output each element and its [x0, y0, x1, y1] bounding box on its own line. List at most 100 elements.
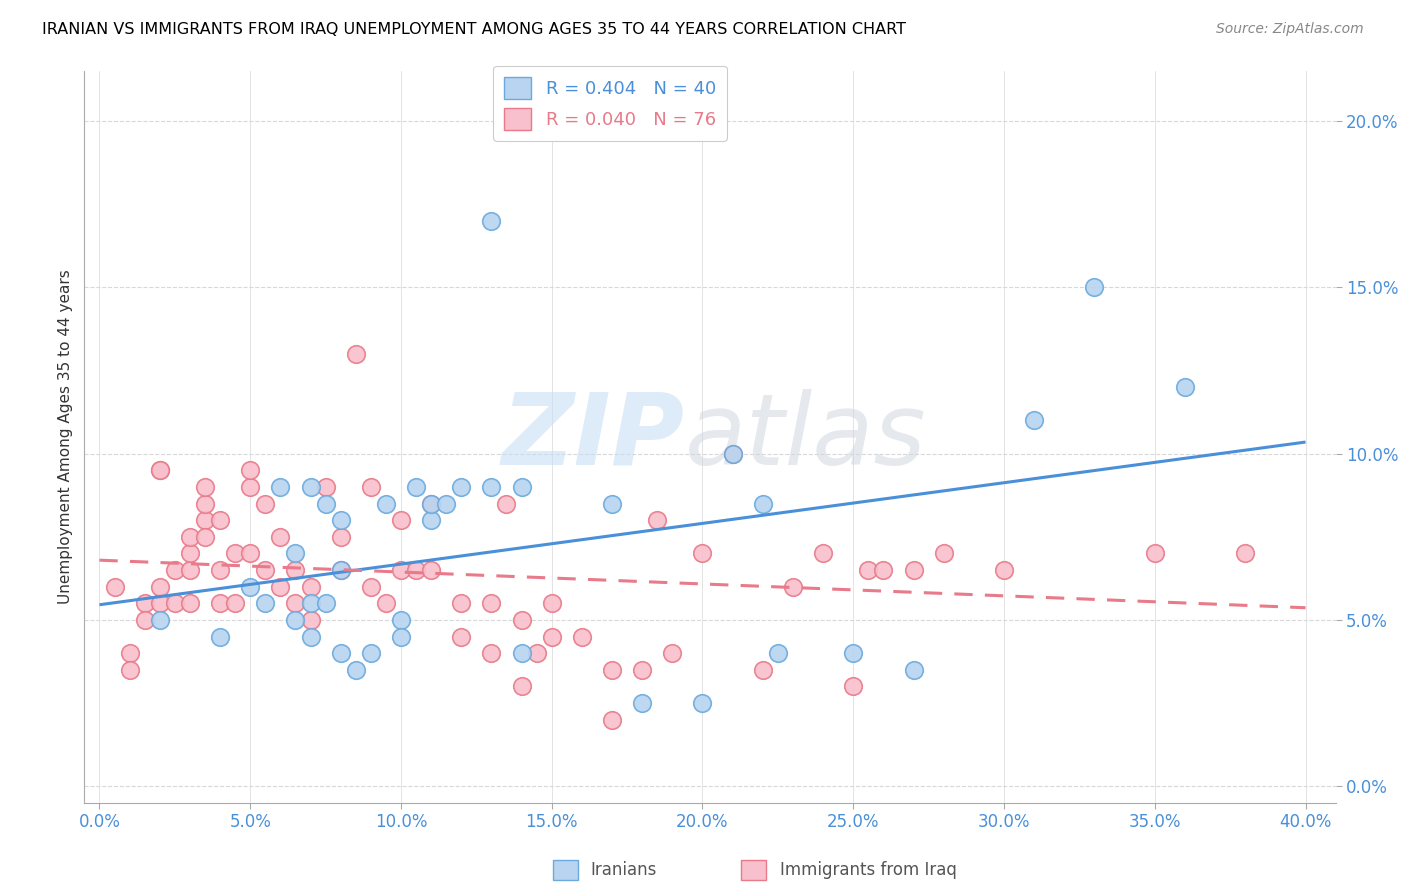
Point [315, 497, 337, 511]
Point [329, 530, 352, 544]
Point [134, 596, 156, 610]
Point [405, 480, 427, 494]
Point [1083, 280, 1105, 294]
Point [903, 563, 925, 577]
Point [179, 596, 201, 610]
Point [194, 480, 217, 494]
Point [782, 580, 804, 594]
Point [389, 513, 412, 527]
Point [179, 546, 201, 560]
Point [540, 630, 562, 644]
Point [526, 646, 548, 660]
Point [872, 563, 894, 577]
Point [149, 613, 172, 627]
Point [481, 596, 503, 610]
Point [299, 613, 322, 627]
Point [209, 563, 232, 577]
Point [209, 596, 232, 610]
Point [374, 596, 396, 610]
Point [993, 563, 1015, 577]
Point [299, 630, 322, 644]
Point [360, 580, 382, 594]
Point [269, 530, 291, 544]
Point [811, 546, 834, 560]
Point [600, 713, 623, 727]
Point [360, 480, 382, 494]
Point [179, 563, 201, 577]
Point [179, 530, 201, 544]
Point [600, 497, 623, 511]
Text: ZIP: ZIP [502, 389, 685, 485]
Point [721, 447, 744, 461]
Point [329, 513, 352, 527]
Point [631, 663, 654, 677]
Point [103, 580, 125, 594]
Point [600, 663, 623, 677]
Point [134, 613, 156, 627]
Point [284, 613, 307, 627]
Point [163, 563, 186, 577]
Point [299, 480, 322, 494]
Point [510, 680, 533, 694]
Point [858, 563, 880, 577]
Point [540, 596, 562, 610]
Point [163, 596, 186, 610]
Point [510, 613, 533, 627]
Point [344, 663, 367, 677]
Point [1234, 546, 1257, 560]
Point [254, 563, 277, 577]
Point [932, 546, 955, 560]
Point [389, 563, 412, 577]
Point [284, 546, 307, 560]
Point [481, 646, 503, 660]
Point [224, 546, 246, 560]
Point [389, 613, 412, 627]
Point [239, 546, 262, 560]
Point [1024, 413, 1046, 427]
Point [510, 646, 533, 660]
Point [299, 580, 322, 594]
Point [269, 480, 291, 494]
Point [194, 530, 217, 544]
Point [903, 663, 925, 677]
Point [481, 480, 503, 494]
Point [405, 563, 427, 577]
Y-axis label: Unemployment Among Ages 35 to 44 years: Unemployment Among Ages 35 to 44 years [58, 269, 73, 605]
Point [842, 646, 865, 660]
Point [209, 630, 232, 644]
Point [374, 497, 396, 511]
Text: atlas: atlas [685, 389, 927, 485]
Point [631, 696, 654, 710]
Point [495, 497, 517, 511]
Point [420, 497, 443, 511]
Point [510, 480, 533, 494]
Point [239, 580, 262, 594]
Point [450, 480, 472, 494]
Point [481, 214, 503, 228]
Point [450, 596, 472, 610]
Point [420, 563, 443, 577]
Text: Source: ZipAtlas.com: Source: ZipAtlas.com [1216, 22, 1364, 37]
Point [766, 646, 789, 660]
Point [209, 513, 232, 527]
Point [149, 596, 172, 610]
Point [118, 663, 141, 677]
Point [149, 580, 172, 594]
Text: IRANIAN VS IMMIGRANTS FROM IRAQ UNEMPLOYMENT AMONG AGES 35 TO 44 YEARS CORRELATI: IRANIAN VS IMMIGRANTS FROM IRAQ UNEMPLOY… [42, 22, 907, 37]
Point [315, 596, 337, 610]
Point [118, 646, 141, 660]
Point [360, 646, 382, 660]
Point [329, 563, 352, 577]
Point [269, 580, 291, 594]
Point [752, 663, 775, 677]
Point [239, 480, 262, 494]
Point [842, 680, 865, 694]
Point [254, 596, 277, 610]
Point [284, 596, 307, 610]
Legend: R = 0.404   N = 40, R = 0.040   N = 76: R = 0.404 N = 40, R = 0.040 N = 76 [494, 66, 727, 141]
Text: Iranians: Iranians [591, 861, 657, 879]
Point [450, 630, 472, 644]
Point [692, 546, 714, 560]
Point [645, 513, 668, 527]
Point [661, 646, 683, 660]
